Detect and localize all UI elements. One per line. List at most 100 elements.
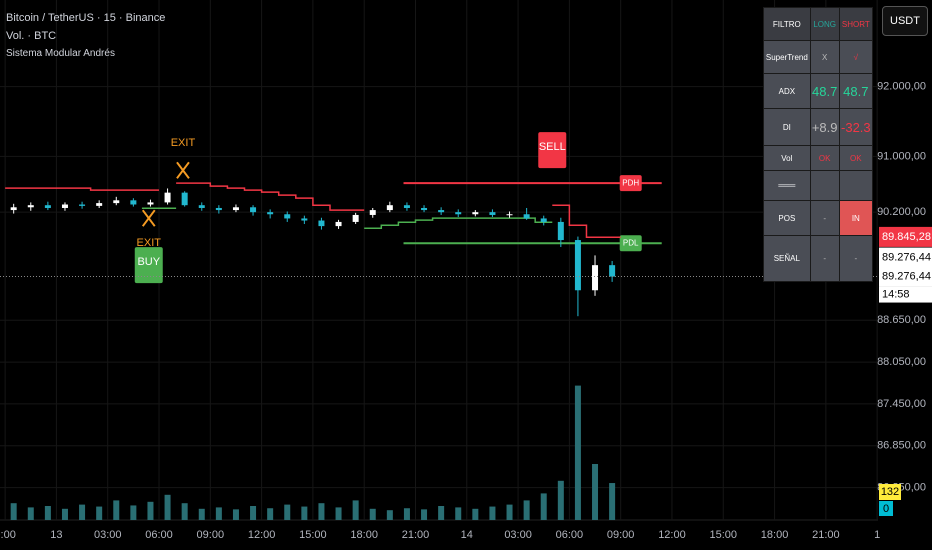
table-cell: SuperTrend (763, 40, 811, 74)
candle-body (318, 220, 325, 227)
candle-body (455, 212, 462, 215)
table-cell: OK (809, 145, 840, 171)
volume-bar (472, 508, 479, 520)
volume-bar (335, 507, 342, 520)
table-cell: ═══ (763, 170, 811, 201)
symbol-title[interactable]: Bitcoin / TetherUS · 15 · Binance (6, 12, 166, 24)
candle-body (232, 207, 239, 211)
level-label: PDH (622, 178, 639, 187)
volume-bar (523, 500, 530, 520)
volume-bar (318, 503, 325, 520)
volume-bar (540, 493, 547, 520)
volume-tag (879, 484, 901, 500)
table-cell: 48.7 (838, 73, 874, 109)
indicator-tag (879, 501, 893, 516)
volume-bar (506, 504, 513, 520)
currency-button[interactable]: USDT (882, 6, 928, 36)
price-tag-label: 89.276,44 (882, 270, 931, 282)
y-tick-label: 91.000,00 (877, 150, 926, 162)
volume-bar (403, 508, 410, 520)
x-tick-label: 03:00 (504, 529, 532, 541)
candle-body (61, 204, 68, 208)
volume-bar (181, 503, 188, 520)
volume-legend[interactable]: Vol. · BTC (6, 30, 57, 42)
table-cell: +8.9 (809, 108, 840, 146)
candle-body (489, 212, 496, 215)
x-tick-label: 1 (874, 529, 880, 541)
candle-body (523, 214, 530, 219)
candle-body (421, 207, 428, 211)
candle-body (130, 200, 137, 205)
volume-bar (164, 494, 171, 520)
candle-body (574, 240, 581, 291)
volume-bar (267, 508, 274, 520)
table-cell: SEÑAL (763, 235, 811, 282)
candle-body (506, 214, 513, 216)
volume-bar (386, 510, 393, 520)
y-tick-label: 88.650,00 (877, 314, 926, 326)
price-tag (879, 226, 932, 247)
volume-bar (489, 506, 496, 520)
candle-body (27, 205, 34, 208)
candle-body (181, 192, 188, 206)
candle-body (540, 218, 547, 222)
indicator-legend[interactable]: Sistema Modular Andrés (6, 48, 115, 59)
volume-bar (147, 501, 154, 520)
table-cell: DI (763, 108, 811, 146)
x-tick-label: 15:00 (299, 529, 327, 541)
candle-body (403, 205, 410, 208)
y-tick-label: 92.000,00 (877, 81, 926, 93)
table-cell: ADX (763, 73, 811, 109)
y-tick-label: 86.850,00 (877, 440, 926, 452)
x-tick-label: 0:00 (0, 529, 16, 541)
signal-box (538, 132, 567, 169)
candle-body (335, 221, 342, 227)
volume-bar (592, 464, 599, 520)
candle-body (113, 200, 120, 204)
x-tick-label: 21:00 (402, 529, 430, 541)
x-tick-label: 09:00 (607, 529, 635, 541)
x-tick-label: 12:00 (248, 529, 276, 541)
volume-bar (130, 505, 137, 520)
volume-value: 132 (881, 486, 899, 498)
trail-line (552, 204, 621, 238)
table-cell: - (809, 235, 840, 282)
x-tick-label: 12:00 (658, 529, 686, 541)
candle-body (472, 212, 479, 215)
candle-body (609, 265, 616, 277)
y-tick-label: 88.050,00 (877, 356, 926, 368)
table-cell: OK (838, 145, 874, 171)
volume-bar (79, 504, 86, 520)
table-cell: Vol (763, 145, 811, 171)
trail-line (364, 217, 553, 229)
candle-body (10, 207, 17, 211)
price-tag (879, 266, 932, 287)
candle-body (557, 221, 564, 241)
table-cell: LONG (809, 7, 840, 41)
x-tick-label: 15:00 (709, 529, 737, 541)
x-tick-label: 06:00 (556, 529, 584, 541)
table-cell: POS (763, 200, 811, 236)
volume-bar (27, 507, 34, 520)
x-tick-label: 06:00 (145, 529, 173, 541)
candle-body (369, 210, 376, 215)
candle-body (386, 205, 393, 211)
signal-label: SELL (539, 141, 566, 153)
indicator-value: 0 (883, 503, 889, 515)
volume-bar (215, 507, 222, 520)
level-tag (619, 175, 642, 192)
volume-bar (44, 506, 51, 520)
table-cell: 48.7 (809, 73, 840, 109)
y-tick-label: 87.450,00 (877, 398, 926, 410)
table-cell: -32.3 (838, 108, 874, 146)
volume-bar (284, 504, 291, 520)
x-tick-label: 18:00 (350, 529, 378, 541)
candle-body (250, 207, 257, 213)
candle-body (352, 214, 359, 222)
candle-body (592, 265, 599, 291)
x-tick-label: 14 (461, 529, 473, 541)
exit-cross (141, 209, 156, 227)
volume-bar (198, 508, 205, 520)
